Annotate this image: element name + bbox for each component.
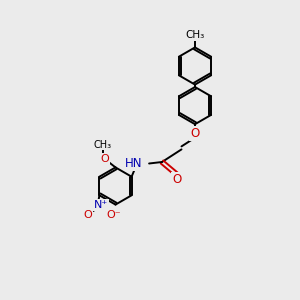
Text: CH₃: CH₃ (94, 140, 112, 150)
Text: N⁺: N⁺ (94, 200, 108, 210)
Text: O: O (190, 127, 200, 140)
Text: O⁻: O⁻ (107, 210, 122, 220)
Text: O: O (100, 154, 109, 164)
Text: O: O (172, 172, 182, 186)
Text: O: O (83, 210, 92, 220)
Text: CH₃: CH₃ (185, 30, 205, 40)
Text: HN: HN (125, 157, 142, 170)
